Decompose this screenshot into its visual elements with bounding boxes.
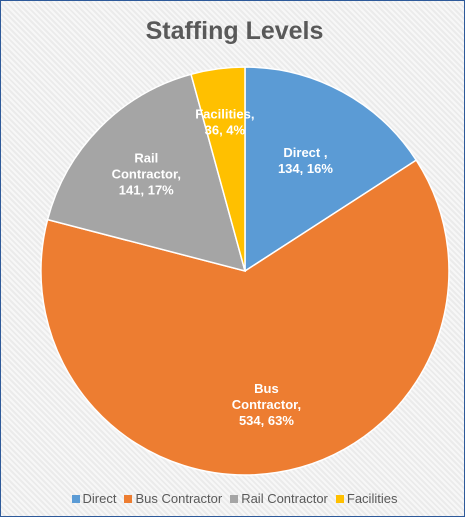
legend-label: Rail Contractor (241, 491, 328, 506)
chart-title: Staffing Levels (145, 17, 324, 45)
pie-slice-facilities (190, 66, 246, 272)
legend-swatch (335, 494, 344, 503)
legend-label: Facilities (346, 491, 398, 506)
chart-legend: Direct Bus Contractor Rail Contractor Facil… (1, 491, 467, 506)
legend-swatch (230, 494, 239, 503)
legend-item-rail-contractor: Rail Contractor (230, 491, 328, 506)
data-label-rail-contractor: Rail Contractor, 141, 17% (112, 151, 181, 198)
legend-item-bus-contractor: Bus Contractor (124, 491, 222, 506)
pie-slice-rail-contractor (46, 73, 247, 273)
data-label-direct: Direct , 134, 16% (278, 145, 333, 176)
pie-slice-bus-contractor (40, 159, 450, 476)
legend-item-facilities: Facilities (335, 491, 398, 506)
legend-item-direct: Direct (71, 491, 117, 506)
data-label-facilities: Facilities, 36, 4% (195, 106, 254, 137)
legend-label: Direct (82, 491, 117, 506)
data-label-bus-contractor: Bus Contractor, 534, 63% (232, 381, 301, 428)
legend-swatch (71, 494, 80, 503)
pie-slice-direct (244, 66, 418, 273)
legend-swatch (124, 494, 133, 503)
legend-label: Bus Contractor (135, 491, 223, 506)
